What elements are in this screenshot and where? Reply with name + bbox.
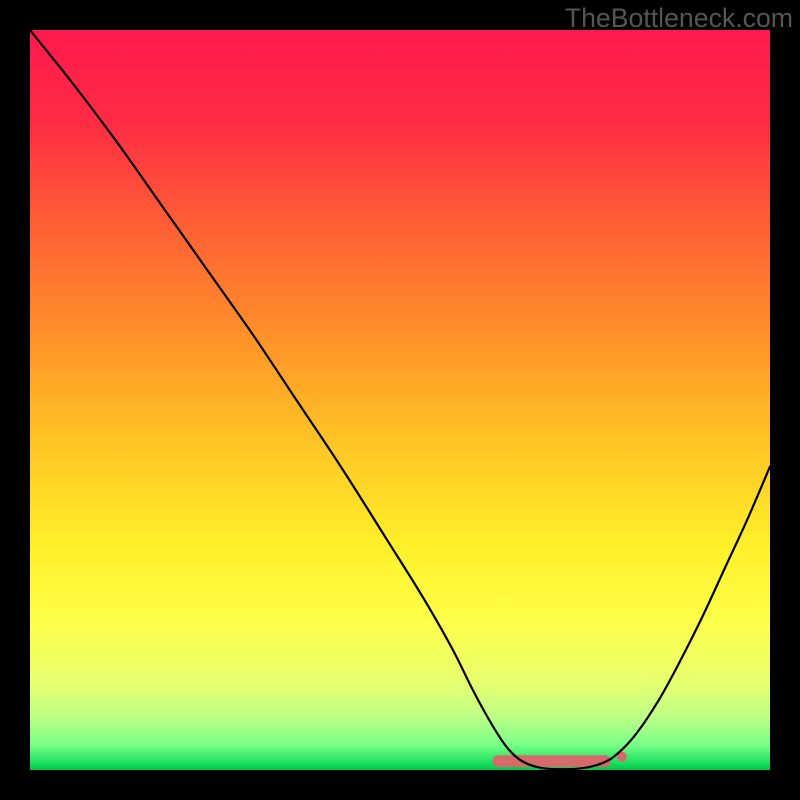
chart-svg [0, 0, 800, 800]
watermark-text: TheBottleneck.com [565, 3, 793, 34]
gradient-background [30, 30, 770, 770]
